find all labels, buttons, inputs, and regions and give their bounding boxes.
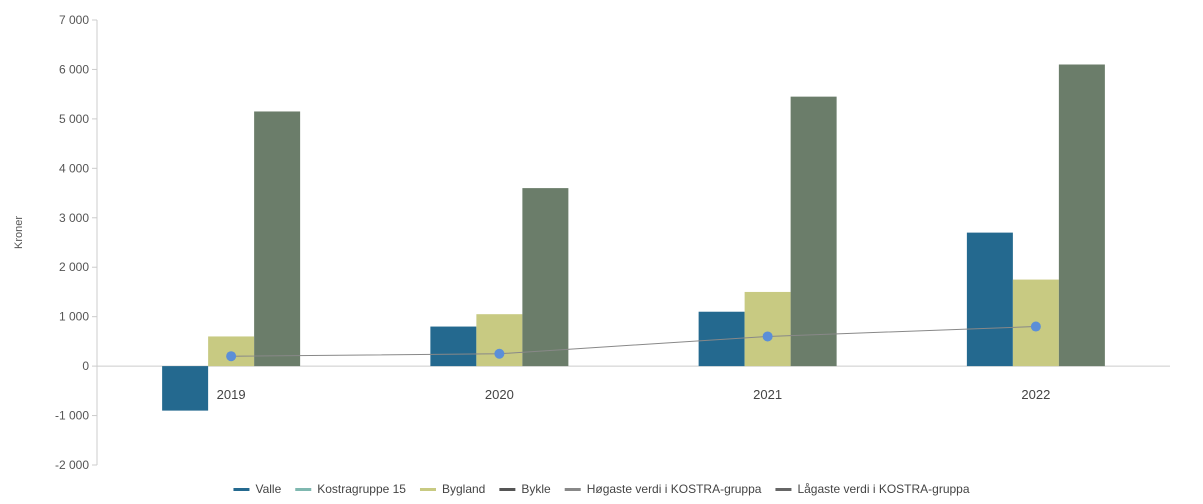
x-tick-label: 2021	[753, 387, 782, 402]
y-tick-label: -2 000	[55, 458, 89, 472]
legend-item[interactable]: Kostragruppe 15	[295, 482, 406, 496]
line-series	[226, 321, 1041, 362]
legend-item[interactable]: Bygland	[419, 482, 485, 496]
line-point-2019	[226, 351, 237, 362]
legend-label: Høgaste verdi i KOSTRA-gruppa	[587, 482, 762, 496]
bar-valle-2020	[430, 326, 477, 367]
legend-swatch	[775, 488, 792, 491]
legend-swatch	[233, 488, 250, 491]
y-tick-label: 2 000	[59, 260, 89, 274]
legend-label: Bygland	[442, 482, 485, 496]
legend-item[interactable]: Høgaste verdi i KOSTRA-gruppa	[564, 482, 762, 496]
y-tick-label: 4 000	[59, 161, 89, 175]
y-tick-label: 1 000	[59, 310, 89, 324]
legend-label: Valle	[255, 482, 281, 496]
legend: Valle Kostragruppe 15 Bygland Bykle Høgaste …	[233, 482, 970, 496]
bar-valle-2022	[966, 232, 1013, 367]
line-point-2022	[1030, 321, 1041, 332]
legend-label: Lågaste verdi i KOSTRA-gruppa	[797, 482, 969, 496]
legend-swatch	[419, 488, 436, 491]
bars	[162, 64, 1105, 411]
bar-bykle-2020	[522, 188, 569, 367]
bar-bykle-2019	[254, 111, 301, 367]
legend-item[interactable]: Bykle	[499, 482, 551, 496]
legend-label: Kostragruppe 15	[317, 482, 406, 496]
y-axis-title: Kroner	[13, 216, 25, 249]
legend-swatch	[564, 488, 581, 491]
y-tick-label: -1 000	[55, 409, 89, 423]
line-point-2021	[762, 331, 773, 342]
x-tick-label: 2022	[1021, 387, 1050, 402]
legend-swatch	[295, 488, 312, 491]
y-tick-label: 7 000	[59, 13, 89, 27]
x-axis-labels: 2019 2020 2021 2022	[217, 387, 1051, 402]
legend-swatch	[499, 488, 516, 491]
bar-bygland-2021	[744, 291, 791, 367]
x-tick-label: 2020	[485, 387, 514, 402]
y-tick-label: 3 000	[59, 211, 89, 225]
bar-bykle-2021	[790, 96, 837, 367]
line-point-2020	[494, 348, 505, 359]
y-tick-label: 0	[82, 359, 89, 373]
y-tick-label: 5 000	[59, 112, 89, 126]
y-tick-label: 6 000	[59, 62, 89, 76]
line-kostragruppe-15	[231, 326, 1036, 357]
bar-bykle-2022	[1058, 64, 1105, 367]
legend-item[interactable]: Valle	[233, 482, 282, 496]
bar-valle-2019	[162, 366, 209, 411]
legend-item[interactable]: Lågaste verdi i KOSTRA-gruppa	[775, 482, 970, 496]
legend-label: Bykle	[521, 482, 551, 496]
x-tick-label: 2019	[217, 387, 246, 402]
